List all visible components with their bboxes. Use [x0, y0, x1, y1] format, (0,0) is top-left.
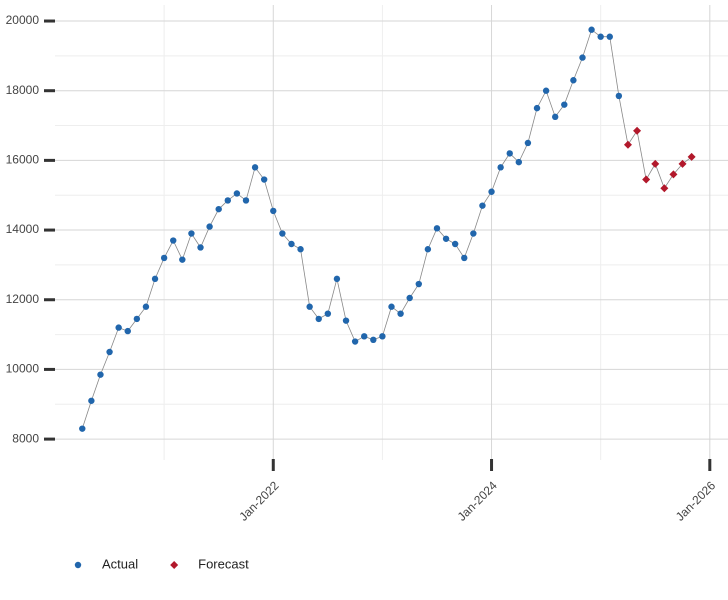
point [397, 310, 404, 317]
legend-marker [74, 561, 82, 569]
point [552, 113, 559, 121]
point [570, 77, 577, 84]
point [533, 104, 541, 112]
legend-label: Forecast [198, 556, 249, 571]
point [333, 275, 341, 283]
point [270, 207, 277, 215]
point [461, 254, 468, 262]
point [79, 425, 86, 432]
y-tick-label: 12000 [6, 292, 40, 306]
point [424, 246, 432, 253]
point [506, 150, 513, 157]
point [442, 235, 450, 242]
point [224, 197, 231, 204]
point [642, 175, 651, 184]
point [479, 202, 486, 209]
point [433, 225, 441, 232]
point [279, 230, 286, 237]
point [379, 333, 386, 340]
point [142, 303, 150, 310]
point [260, 176, 268, 183]
point [124, 327, 131, 335]
point [288, 240, 295, 248]
point [306, 303, 313, 310]
point [361, 333, 368, 340]
x-tick-label: Jan-2026 [673, 478, 719, 524]
point [133, 315, 141, 323]
point [351, 338, 359, 345]
point [415, 280, 422, 288]
point [623, 140, 632, 149]
point [88, 397, 95, 404]
point [633, 126, 642, 135]
point [233, 190, 241, 197]
series-line [627, 129, 692, 190]
point [197, 244, 204, 251]
point [497, 164, 504, 171]
point [188, 230, 195, 237]
point [406, 294, 413, 302]
point [542, 87, 550, 94]
point [488, 188, 495, 195]
point [297, 246, 304, 253]
point [606, 33, 613, 40]
point [470, 230, 477, 237]
point [687, 152, 696, 161]
point [579, 54, 586, 61]
point [451, 240, 459, 248]
point [106, 348, 113, 356]
point [151, 275, 159, 283]
point [179, 256, 186, 263]
x-tick-label: Jan-2022 [236, 478, 282, 524]
y-tick-label: 8000 [12, 431, 39, 445]
point [170, 237, 177, 244]
point [615, 92, 623, 100]
y-tick-label: 16000 [6, 153, 40, 167]
point [388, 303, 395, 310]
point [160, 254, 168, 262]
point [370, 336, 377, 344]
point [206, 223, 213, 230]
point [660, 184, 669, 193]
point [97, 371, 104, 378]
point [215, 205, 222, 213]
point [651, 159, 660, 168]
point [561, 101, 568, 108]
series-connector [618, 95, 629, 145]
point [678, 159, 687, 168]
point [515, 158, 523, 166]
point [242, 197, 250, 204]
y-tick-label: 20000 [6, 13, 40, 27]
point [315, 315, 322, 323]
legend-marker [170, 561, 179, 569]
point [669, 170, 678, 179]
point [588, 26, 595, 33]
x-tick-label: Jan-2024 [455, 478, 501, 524]
series-line [81, 29, 620, 429]
y-tick-label: 14000 [6, 222, 40, 236]
point [597, 33, 604, 40]
legend-label: Actual [102, 556, 138, 571]
y-tick-label: 10000 [6, 362, 40, 376]
point [342, 317, 350, 324]
point [115, 324, 122, 331]
point [324, 310, 332, 317]
point [251, 164, 259, 171]
point [524, 139, 532, 147]
y-tick-label: 18000 [6, 83, 40, 97]
